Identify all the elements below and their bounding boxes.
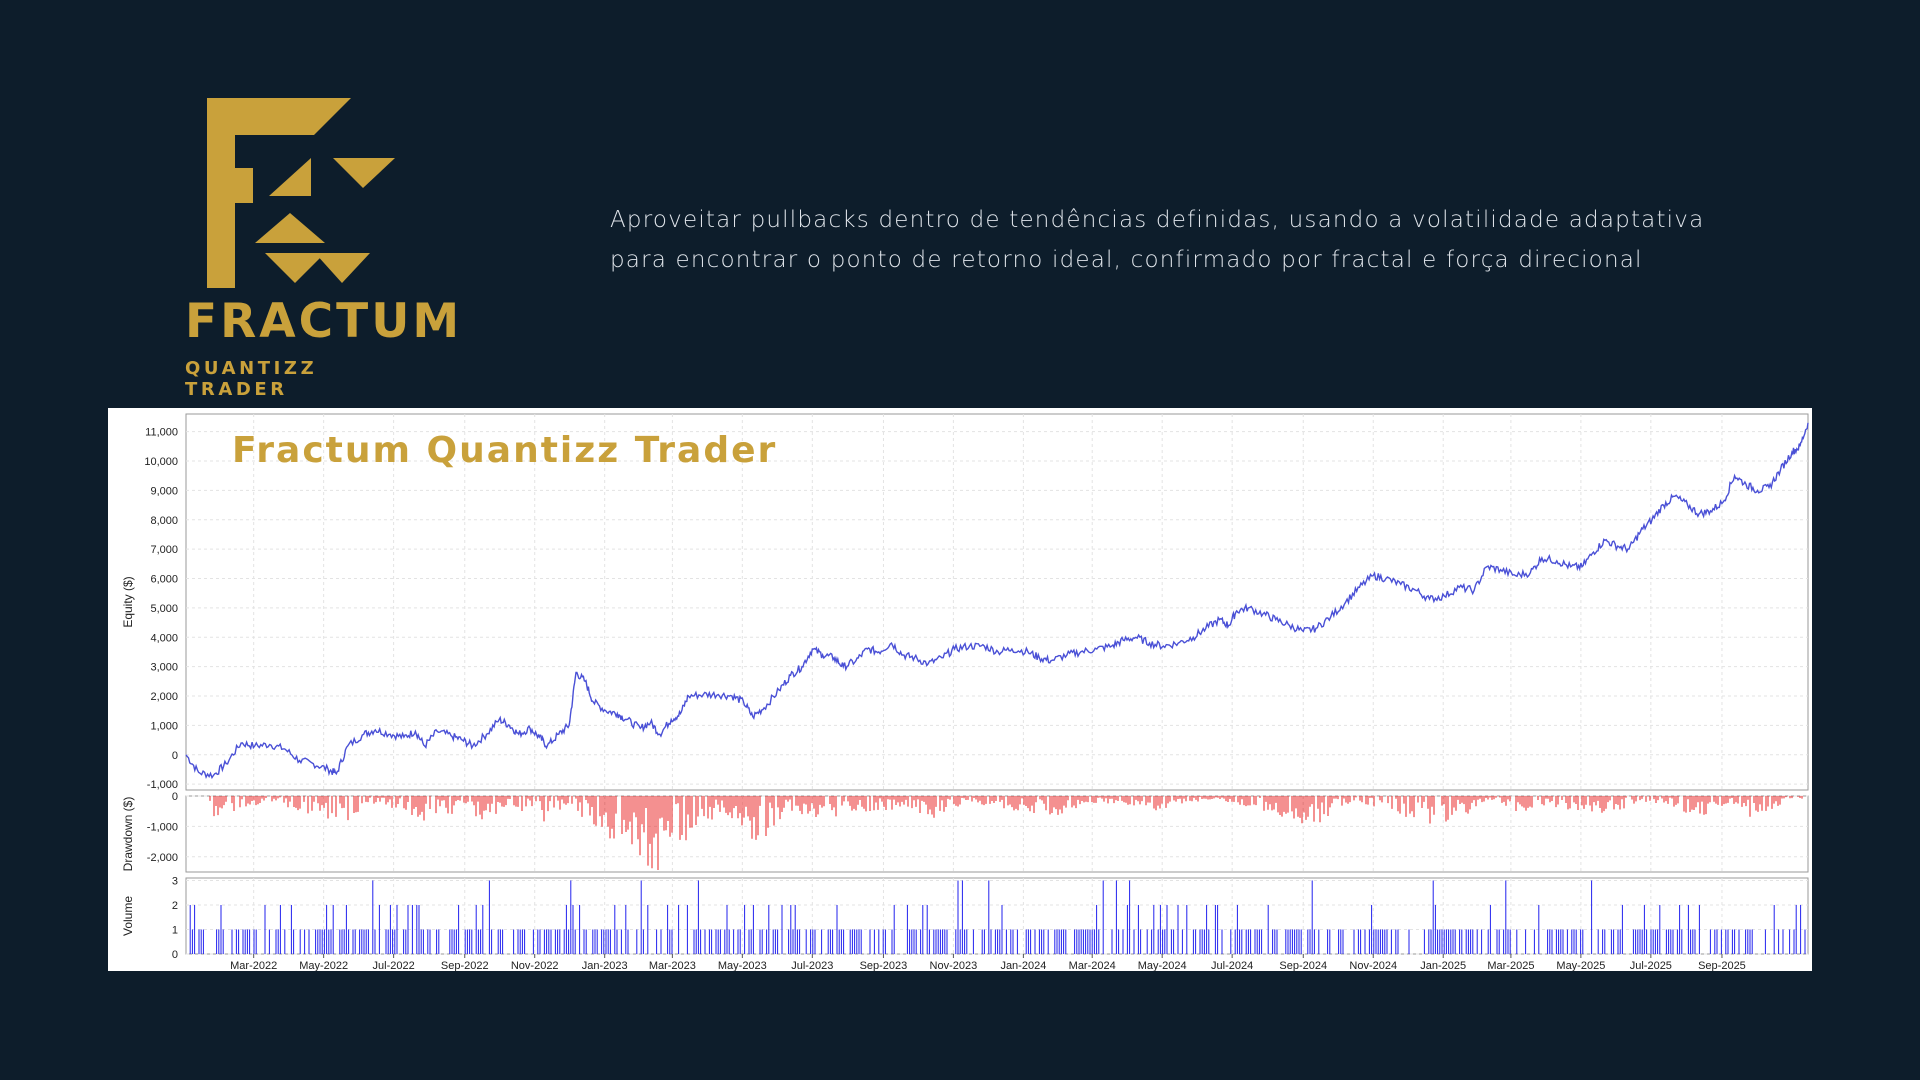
equity-y-tick-label: 8,000 [150,515,178,527]
equity-chart: -1,00001,0002,0003,0004,0005,0006,0007,0… [121,413,1809,971]
x-tick-label: Sep-2023 [860,960,908,971]
x-tick-label: Mar-2025 [1487,960,1534,971]
tagline-line-1: Aproveitar pullbacks dentro de tendência… [610,207,1705,233]
tagline-line-2: para encontrar o ponto de retorno ideal,… [610,247,1643,273]
drawdown-y-tick-label: -2,000 [147,852,178,864]
x-tick-label: Jul-2022 [373,960,415,971]
equity-y-tick-label: -1,000 [147,779,178,791]
equity-y-tick-label: 11,000 [145,427,178,439]
equity-y-tick-label: 10,000 [144,456,178,468]
drawdown-y-tick-label: -1,000 [147,821,178,833]
equity-y-tick-label: 2,000 [150,691,178,703]
brand-name: FRACTUM [185,294,463,349]
x-tick-label: May-2022 [299,960,348,971]
x-tick-label: May-2023 [718,960,767,971]
equity-line [185,422,1809,780]
tagline: Aproveitar pullbacks dentro de tendência… [610,200,1790,280]
x-tick-label: Mar-2023 [649,960,696,971]
x-tick-label: Jan-2024 [1000,960,1046,971]
x-tick-label: Sep-2025 [1698,960,1746,971]
brand-subtitle: QUANTIZZ TRADER [185,358,318,400]
volume-plot-area [185,877,1809,955]
x-tick-label: May-2024 [1138,960,1187,971]
drawdown-y-tick-label: 0 [172,791,178,803]
x-tick-label: Mar-2024 [1069,960,1116,971]
drawdown-axis-title: Drawdown ($) [121,797,135,872]
equity-y-tick-label: 5,000 [150,603,178,615]
volume-axis-title: Volume [121,896,135,936]
equity-plot-area [185,413,1809,791]
equity-axis-title: Equity ($) [121,576,135,627]
equity-y-tick-label: 6,000 [150,574,178,586]
x-tick-label: Nov-2022 [511,960,559,971]
equity-y-tick-label: 0 [172,750,178,762]
x-tick-label: Sep-2024 [1279,960,1327,971]
equity-y-tick-label: 7,000 [150,544,178,556]
x-tick-label: Jul-2024 [1211,960,1253,971]
volume-y-tick-label: 2 [172,900,178,912]
x-tick-label: Jan-2025 [1420,960,1466,971]
x-tick-label: Jul-2025 [1630,960,1672,971]
volume-y-tick-label: 0 [172,949,178,961]
equity-y-tick-label: 3,000 [150,662,178,674]
equity-y-tick-label: 1,000 [150,720,178,732]
x-tick-label: Jul-2023 [791,960,833,971]
x-tick-label: Mar-2022 [230,960,277,971]
volume-y-tick-label: 3 [172,875,178,887]
equity-y-tick-label: 9,000 [150,485,178,497]
fractum-logo-icon [207,98,395,288]
volume-y-tick-label: 1 [172,924,178,936]
x-tick-label: Nov-2023 [930,960,978,971]
x-tick-label: May-2025 [1556,960,1605,971]
equity-y-tick-label: 4,000 [150,632,178,644]
chart-panel: -1,000 0 1,000 2,000 3,000 4,000 5,000 6,000 7,0… [108,408,1812,971]
x-tick-label: Nov-2024 [1349,960,1397,971]
x-tick-label: Jan-2023 [582,960,628,971]
drawdown-plot-area [185,795,1809,873]
brand-logo: FRACTUM QUANTIZZ TRADER [185,98,463,400]
x-tick-label: Sep-2022 [441,960,489,971]
chart-title: Fractum Quantizz Trader [232,430,778,471]
